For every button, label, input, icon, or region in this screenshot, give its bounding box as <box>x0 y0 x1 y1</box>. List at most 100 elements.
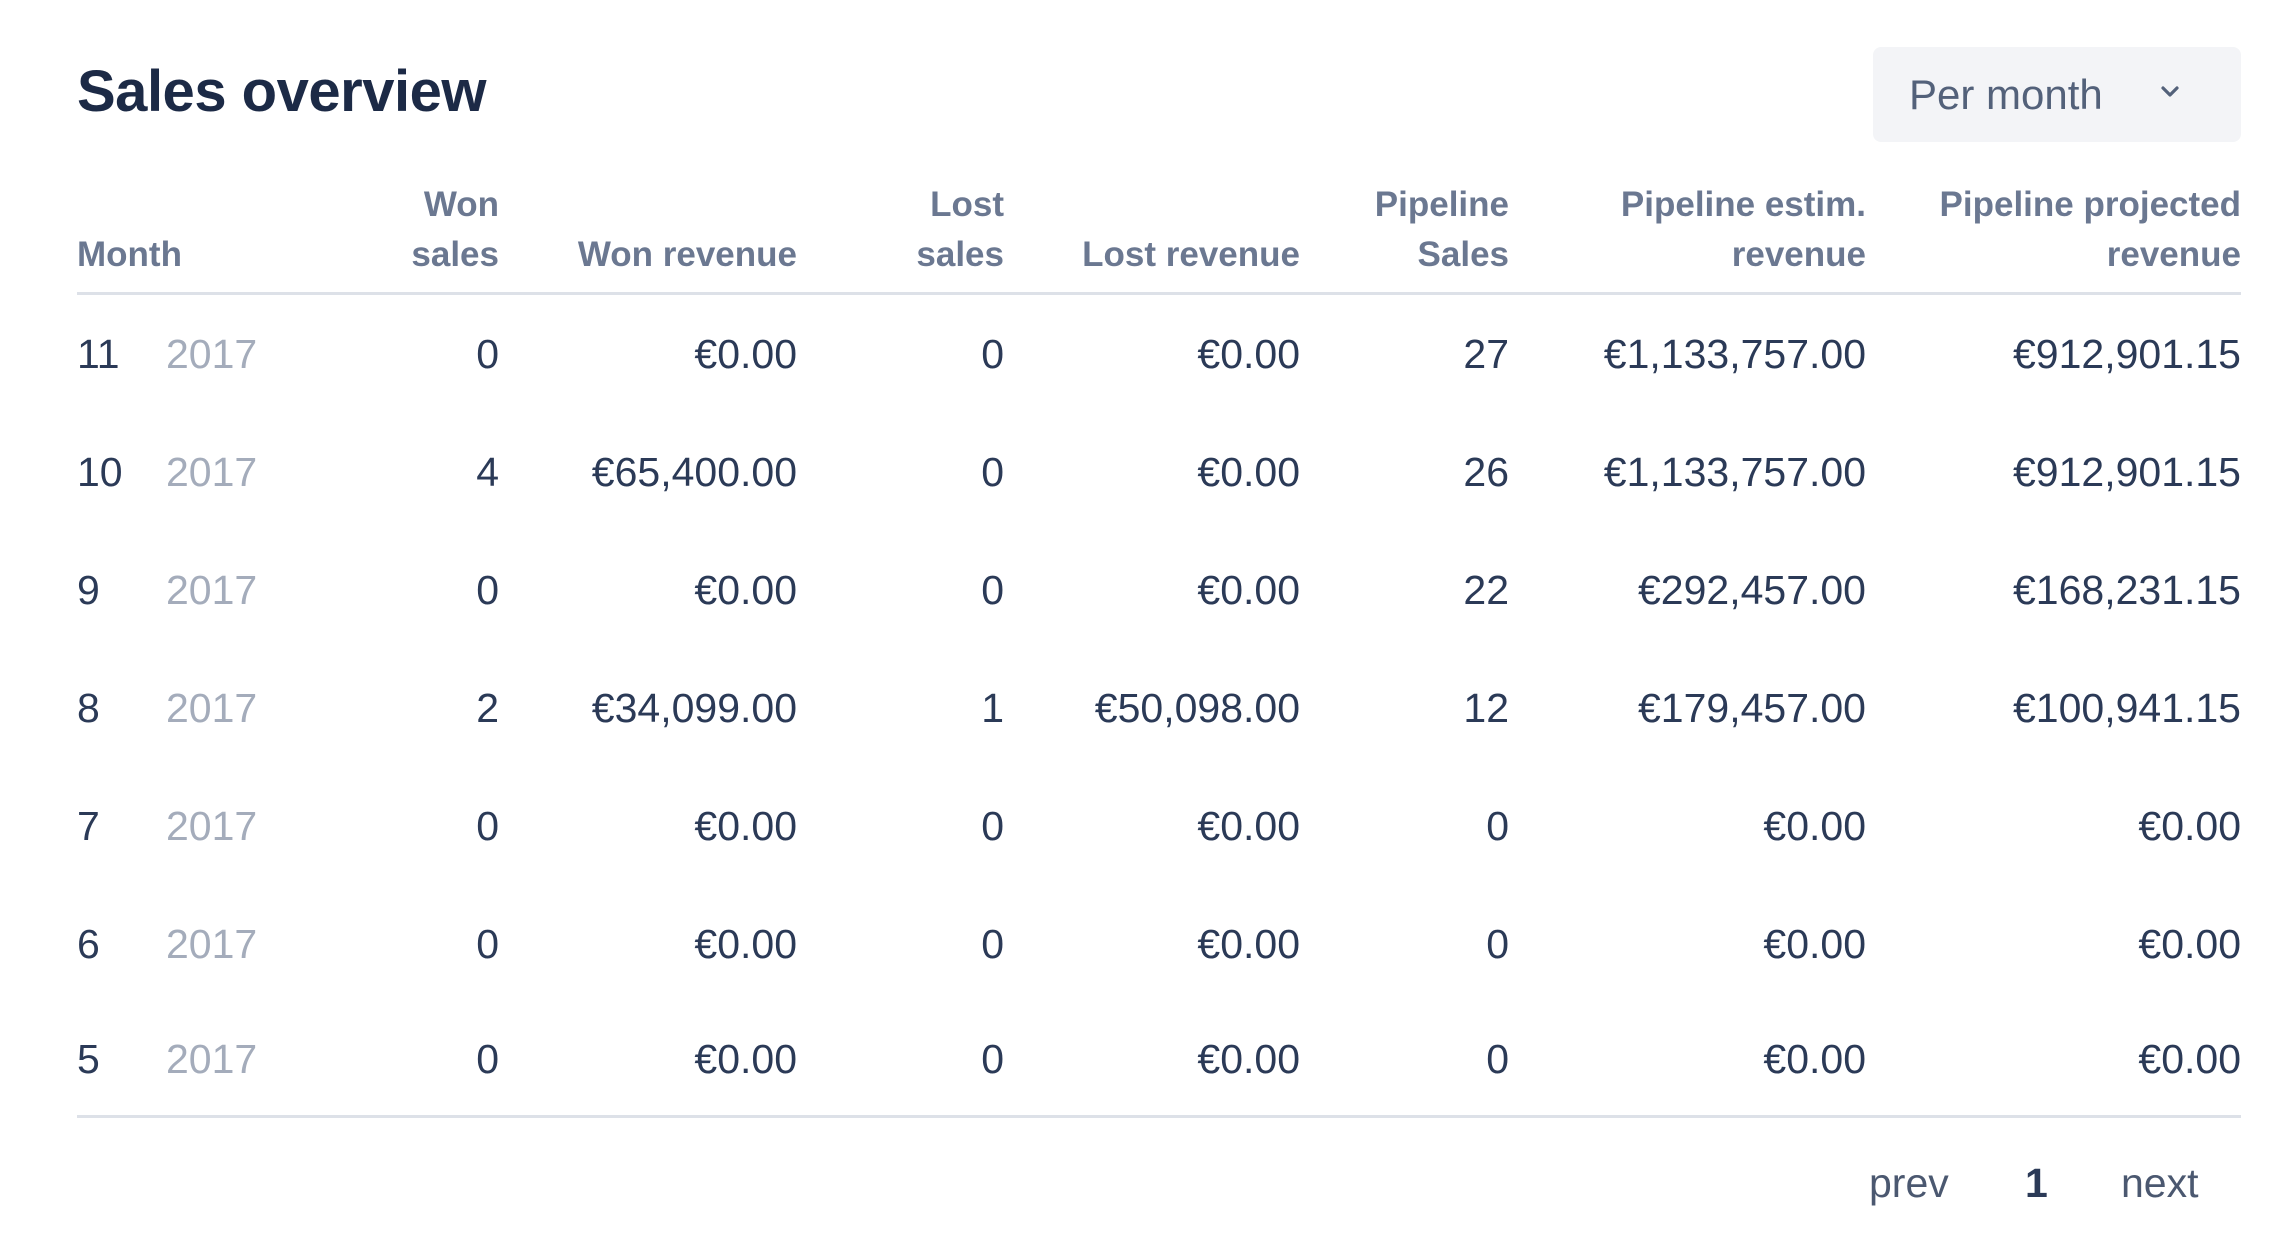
month-number: 10 <box>77 448 123 495</box>
period-select[interactable]: Per month <box>1873 47 2241 142</box>
lost-sales-cell: 0 <box>981 448 1004 495</box>
year-label: 2017 <box>166 566 258 613</box>
table-row: 10 2017 4 €65,400.00 0 €0.00 26 €1,133,75… <box>77 413 2241 531</box>
page-title: Sales overview <box>77 59 486 124</box>
year-label: 2017 <box>166 920 258 967</box>
col-header-won-sales-line2: sales <box>411 235 499 274</box>
month-number: 5 <box>77 1035 100 1082</box>
next-page-link[interactable]: next <box>2121 1160 2199 1206</box>
month-cell: 5 2017 <box>77 1003 261 1118</box>
lost-sales-cell: 1 <box>981 684 1004 731</box>
month-number: 11 <box>77 330 120 377</box>
col-header-pipeline-estim-revenue: Pipeline estim. revenue <box>1509 180 1866 295</box>
year-label: 2017 <box>166 448 258 495</box>
col-header-lost-sales: Lost sales <box>797 180 1004 295</box>
pipeline-projected-revenue-cell: €0.00 <box>2138 920 2241 967</box>
won-sales-cell: 0 <box>476 330 499 377</box>
won-revenue-cell: €0.00 <box>694 802 797 849</box>
period-select-value: Per month <box>1909 70 2103 118</box>
table-header-row: Month Won sales Won revenue Lost sales L… <box>77 180 2241 295</box>
table-row: 7 2017 0 €0.00 0 €0.00 0 €0.00 €0.00 <box>77 767 2241 885</box>
month-number: 9 <box>77 566 100 613</box>
pipeline-sales-cell: 26 <box>1463 448 1509 495</box>
col-header-won-sales-line1: Won <box>423 185 499 224</box>
col-header-lost-sales-line1: Lost <box>930 185 1004 224</box>
year-label: 2017 <box>166 802 258 849</box>
month-cell: 7 2017 <box>77 767 261 885</box>
col-header-pipeline-projected-revenue-line2: revenue <box>2106 235 2241 274</box>
lost-revenue-cell: €0.00 <box>1004 1003 1300 1118</box>
col-header-won-sales: Won sales <box>261 180 499 295</box>
year-label: 2017 <box>166 684 258 731</box>
pipeline-projected-revenue-cell: €912,901.15 <box>2012 330 2241 377</box>
pipeline-estim-revenue-cell: €1,133,757.00 <box>1603 330 1866 377</box>
won-sales-cell: 4 <box>476 448 499 495</box>
pipeline-projected-revenue-cell: €168,231.15 <box>2012 566 2241 613</box>
table-row: 8 2017 2 €34,099.00 1 €50,098.00 12 €179,… <box>77 649 2241 767</box>
won-revenue-cell: €34,099.00 <box>591 684 797 731</box>
won-sales-cell: 0 <box>261 1003 499 1118</box>
month-cell: 8 2017 <box>77 649 261 767</box>
pipeline-estim-revenue-cell: €0.00 <box>1763 920 1866 967</box>
pipeline-estim-revenue-cell: €0.00 <box>1763 802 1866 849</box>
col-header-won-revenue: Won revenue <box>499 180 797 295</box>
lost-revenue-cell: €0.00 <box>1197 566 1300 613</box>
lost-sales-cell: 0 <box>981 566 1004 613</box>
month-number: 6 <box>77 920 100 967</box>
prev-page-link[interactable]: prev <box>1869 1160 1949 1206</box>
col-header-pipeline-estim-revenue-line2: revenue <box>1731 235 1866 274</box>
pipeline-estim-revenue-cell: €0.00 <box>1509 1003 1866 1118</box>
current-page-number[interactable]: 1 <box>2025 1160 2048 1206</box>
pipeline-sales-cell: 0 <box>1486 802 1509 849</box>
month-cell: 9 2017 <box>77 531 261 649</box>
month-cell: 6 2017 <box>77 885 261 1003</box>
table-row: 6 2017 0 €0.00 0 €0.00 0 €0.00 €0.00 <box>77 885 2241 1003</box>
col-header-lost-sales-line2: sales <box>916 235 1004 274</box>
won-revenue-cell: €0.00 <box>499 1003 797 1118</box>
pipeline-sales-cell: 22 <box>1463 566 1509 613</box>
col-header-month: Month <box>77 180 261 295</box>
col-header-pipeline-sales-line1: Pipeline <box>1374 185 1509 224</box>
month-number: 8 <box>77 684 100 731</box>
lost-sales-cell: 0 <box>981 330 1004 377</box>
lost-sales-cell: 0 <box>981 802 1004 849</box>
lost-revenue-cell: €0.00 <box>1197 920 1300 967</box>
won-sales-cell: 0 <box>476 566 499 613</box>
col-header-pipeline-sales: Pipeline Sales <box>1300 180 1509 295</box>
lost-sales-cell: 0 <box>797 1003 1004 1118</box>
lost-revenue-cell: €0.00 <box>1197 802 1300 849</box>
pipeline-sales-cell: 0 <box>1486 920 1509 967</box>
sales-table: Month Won sales Won revenue Lost sales L… <box>77 180 2241 1118</box>
table-row: 9 2017 0 €0.00 0 €0.00 22 €292,457.00 €16… <box>77 531 2241 649</box>
lost-revenue-cell: €0.00 <box>1197 330 1300 377</box>
pipeline-projected-revenue-cell: €912,901.15 <box>2012 448 2241 495</box>
lost-sales-cell: 0 <box>981 920 1004 967</box>
lost-revenue-cell: €0.00 <box>1197 448 1300 495</box>
year-label: 2017 <box>166 1035 258 1082</box>
col-header-pipeline-projected-revenue-line1: Pipeline projected <box>1939 185 2241 224</box>
pipeline-projected-revenue-cell: €100,941.15 <box>2012 684 2241 731</box>
pipeline-estim-revenue-cell: €292,457.00 <box>1637 566 1866 613</box>
chevron-down-icon <box>2161 86 2179 97</box>
pipeline-projected-revenue-cell: €0.00 <box>1866 1003 2241 1118</box>
table-row: 5 2017 0 €0.00 0 €0.00 0 €0.00 €0.00 <box>77 1003 2241 1118</box>
won-sales-cell: 0 <box>476 920 499 967</box>
pipeline-sales-cell: 27 <box>1463 330 1509 377</box>
won-revenue-cell: €0.00 <box>694 920 797 967</box>
won-sales-cell: 2 <box>476 684 499 731</box>
pipeline-projected-revenue-cell: €0.00 <box>2138 802 2241 849</box>
col-header-pipeline-projected-revenue: Pipeline projected revenue <box>1866 180 2241 295</box>
pipeline-sales-cell: 0 <box>1300 1003 1509 1118</box>
col-header-lost-revenue: Lost revenue <box>1004 180 1300 295</box>
col-header-pipeline-estim-revenue-line1: Pipeline estim. <box>1620 185 1866 224</box>
won-revenue-cell: €0.00 <box>694 330 797 377</box>
won-revenue-cell: €65,400.00 <box>591 448 797 495</box>
pipeline-sales-cell: 12 <box>1463 684 1509 731</box>
pipeline-estim-revenue-cell: €179,457.00 <box>1637 684 1866 731</box>
col-header-pipeline-sales-line2: Sales <box>1417 235 1509 274</box>
pipeline-estim-revenue-cell: €1,133,757.00 <box>1603 448 1866 495</box>
table-row: 11 2017 0 €0.00 0 €0.00 27 €1,133,757.00 … <box>77 294 2241 414</box>
month-cell: 11 2017 <box>77 294 261 414</box>
month-cell: 10 2017 <box>77 413 261 531</box>
